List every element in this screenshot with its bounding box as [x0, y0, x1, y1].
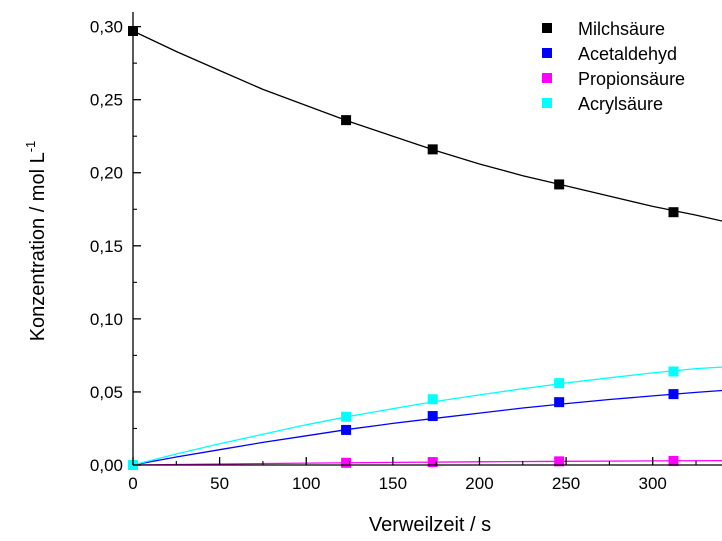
- x-tick-label: 0: [128, 474, 137, 493]
- y-tick-label: 0,30: [90, 18, 123, 37]
- data-point-acrylsäure: [341, 411, 352, 422]
- data-point-acetaldehyd: [341, 424, 352, 435]
- y-axis-title: Konzentration / mol L-1: [23, 141, 49, 342]
- x-axis-title: Verweilzeit / s: [369, 514, 491, 536]
- x-tick-label: 100: [292, 474, 320, 493]
- data-point-acetaldehyd: [668, 389, 679, 400]
- x-tick-label: 200: [465, 474, 493, 493]
- x-tick-label: 250: [552, 474, 580, 493]
- y-tick-label: 0,05: [90, 383, 123, 402]
- data-point-milchsäure: [668, 207, 679, 218]
- x-tick-label: 50: [210, 474, 229, 493]
- data-point-acrylsäure: [668, 366, 679, 377]
- x-tick-label: 300: [639, 474, 667, 493]
- y-ticks: 0,00 0,05 0,10 0,15 0,20 0,25 0,30: [90, 18, 141, 475]
- data-point-propionsäure: [668, 455, 679, 466]
- axes: [132, 12, 722, 466]
- y-axis-title-superscript: -1: [23, 141, 38, 153]
- y-tick-label: 0,10: [90, 310, 123, 329]
- legend: Milchsäure Acetaldehyd Propionsäure Acrylsä…: [542, 19, 685, 114]
- y-tick-label: 0,15: [90, 237, 123, 256]
- x-ticks: 0 50 100 150 200 250 300: [128, 457, 697, 493]
- legend-marker-acetaldehyd: [542, 48, 552, 58]
- data-point-milchsäure: [341, 115, 352, 126]
- legend-label-acetaldehyd: Acetaldehyd: [578, 44, 677, 64]
- data-point-acetaldehyd: [427, 411, 438, 422]
- legend-label-propionsäure: Propionsäure: [578, 69, 685, 89]
- data-point-acetaldehyd: [554, 397, 565, 408]
- y-tick-label: 0,25: [90, 91, 123, 110]
- legend-marker-acrylsäure: [542, 98, 552, 108]
- data-point-propionsäure: [427, 457, 438, 468]
- data-point-milchsäure: [427, 144, 438, 155]
- data-point-propionsäure: [341, 457, 352, 468]
- legend-marker-propionsäure: [542, 73, 552, 83]
- y-tick-label: 0,20: [90, 164, 123, 183]
- data-point-propionsäure: [554, 456, 565, 467]
- data-point-acrylsäure: [554, 378, 565, 389]
- data-point-milchsäure: [554, 179, 565, 190]
- legend-marker-milchsäure: [542, 23, 552, 33]
- y-axis-title-main: Konzentration / mol L: [27, 152, 49, 341]
- y-tick-label: 0,00: [90, 456, 123, 475]
- legend-label-milchsäure: Milchsäure: [578, 19, 665, 39]
- legend-label-acrylsäure: Acrylsäure: [578, 94, 663, 114]
- x-tick-label: 150: [379, 474, 407, 493]
- data-point-acrylsäure: [427, 394, 438, 405]
